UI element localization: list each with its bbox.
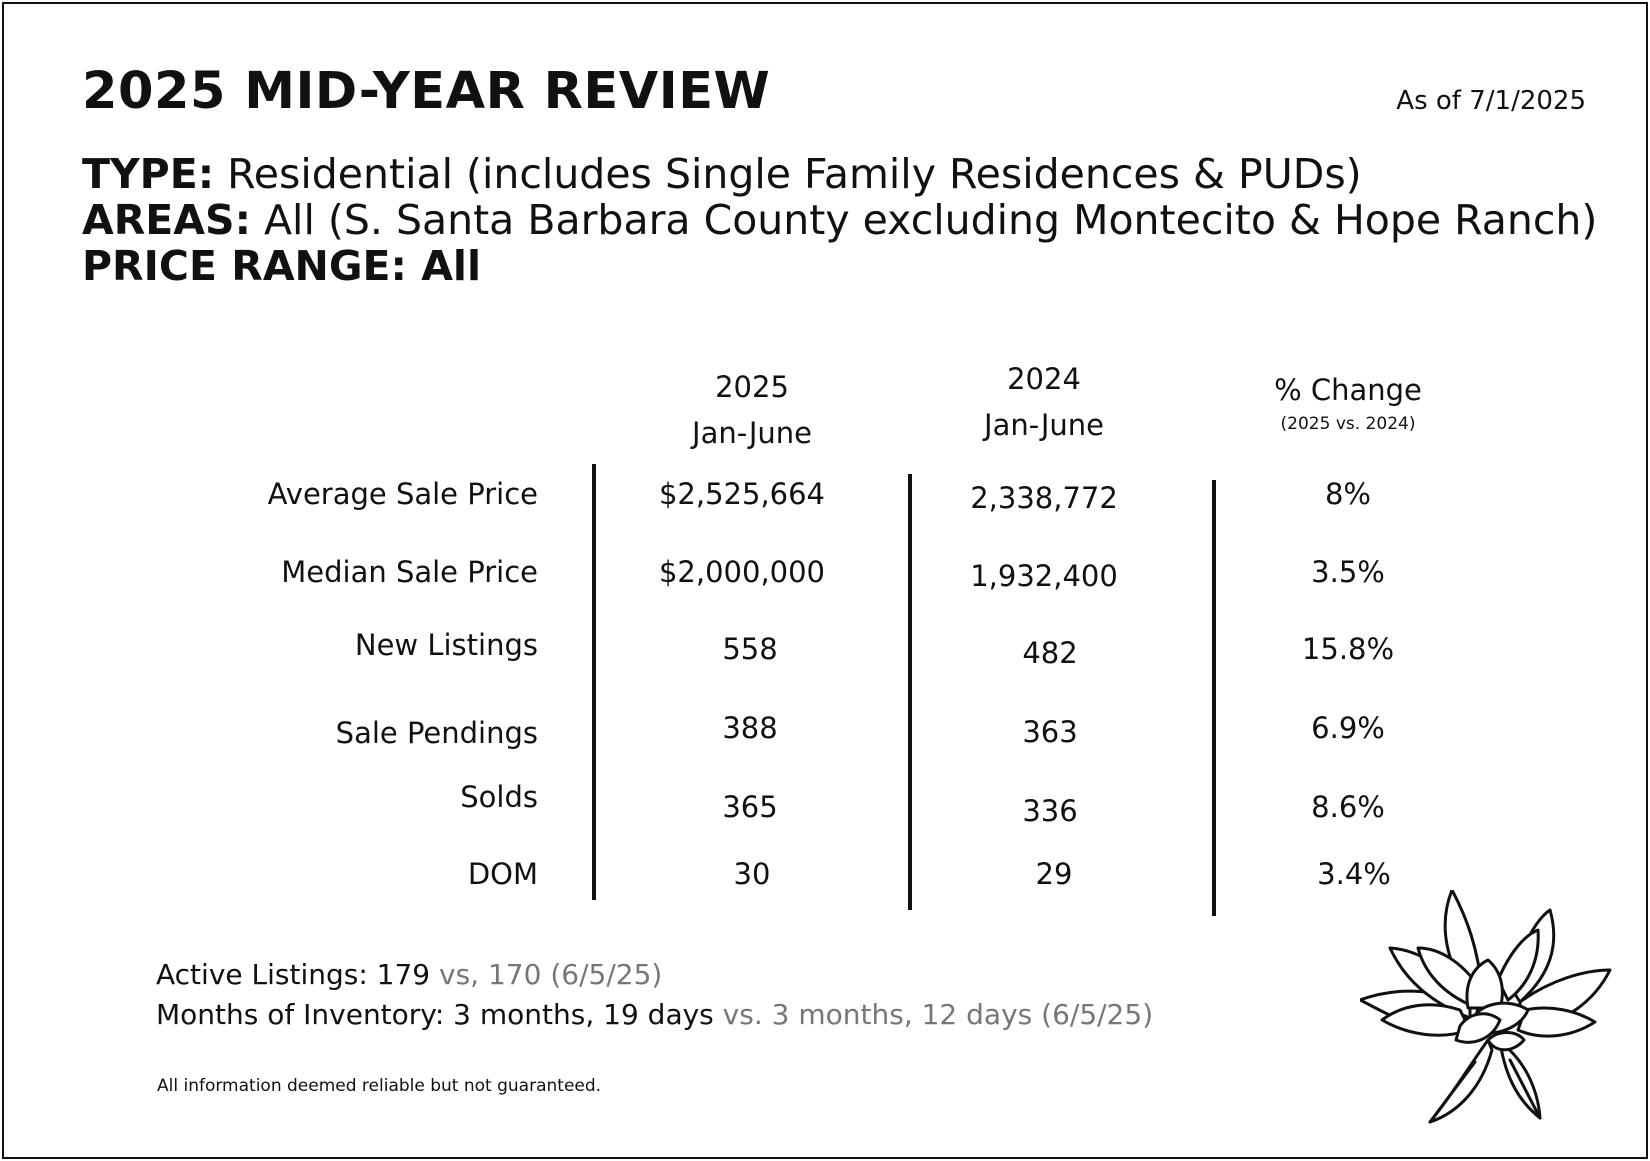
page-title: 2025 MID-YEAR REVIEW: [82, 62, 771, 121]
cell-2024-average-sale-price: 2,338,772: [970, 481, 1118, 515]
row-label-dom: DOM: [467, 857, 538, 891]
price-range-line: PRICE RANGE: All: [82, 242, 481, 290]
months-of-inventory-compare: vs. 3 months, 12 days (6/5/25): [713, 998, 1154, 1031]
cell-change-average-sale-price: 8%: [1324, 477, 1371, 511]
header-2024: 2024 Jan-June: [924, 356, 1164, 448]
active-listings-line: Active Listings: 179 vs, 170 (6/5/25): [156, 958, 662, 991]
cell-change-new-listings: 15.8%: [1301, 632, 1395, 666]
cell-2025-median-sale-price: $2,000,000: [658, 555, 826, 589]
type-line: TYPE: Residential (includes Single Famil…: [82, 150, 1362, 198]
as-of-date: As of 7/1/2025: [1396, 86, 1586, 116]
cell-2024-new-listings: 482: [1022, 636, 1078, 670]
row-label-sale-pendings: Sale Pendings: [335, 716, 538, 750]
header-2024-period: Jan-June: [984, 408, 1104, 442]
header-change-sub: (2025 vs. 2024): [1280, 414, 1416, 434]
months-of-inventory-label: Months of Inventory: 3 months, 19 days: [156, 998, 714, 1031]
type-value: Residential (includes Single Family Resi…: [214, 150, 1362, 198]
cell-change-median-sale-price: 3.5%: [1311, 555, 1385, 589]
areas-line: AREAS: All (S. Santa Barbara County excl…: [82, 196, 1597, 244]
cell-change-solds: 8.6%: [1311, 790, 1385, 824]
price-range-label: PRICE RANGE:: [82, 242, 407, 290]
active-listings-label: Active Listings: 179: [156, 958, 431, 991]
cell-change-dom: 3.4%: [1317, 857, 1391, 891]
cell-2025-solds: 365: [722, 790, 778, 824]
cell-2024-median-sale-price: 1,932,400: [970, 559, 1118, 593]
cell-change-sale-pendings: 6.9%: [1311, 711, 1385, 745]
divider-3: [1212, 480, 1216, 916]
cell-2025-dom: 30: [733, 857, 771, 891]
areas-label: AREAS:: [82, 196, 251, 244]
row-label-solds: Solds: [460, 780, 538, 814]
magnolia-flower-icon: [1360, 890, 1612, 1124]
areas-value: All (S. Santa Barbara County excluding M…: [250, 196, 1598, 244]
cell-2025-average-sale-price: $2,525,664: [658, 477, 826, 511]
header-2025: 2025 Jan-June: [632, 364, 872, 456]
header-2025-year: 2025: [715, 370, 789, 404]
cell-2024-sale-pendings: 363: [1022, 715, 1078, 749]
months-of-inventory-line: Months of Inventory: 3 months, 19 days v…: [156, 998, 1153, 1031]
header-2024-year: 2024: [1007, 362, 1081, 396]
divider-2: [908, 474, 912, 910]
cell-2025-sale-pendings: 388: [722, 711, 778, 745]
cell-2024-solds: 336: [1022, 794, 1078, 828]
disclaimer: All information deemed reliable but not …: [157, 1076, 602, 1096]
header-2025-period: Jan-June: [692, 416, 812, 450]
cell-2025-new-listings: 558: [722, 632, 778, 666]
type-label: TYPE:: [82, 150, 215, 198]
header-change: % Change: [1274, 373, 1422, 407]
divider-1: [592, 464, 596, 900]
row-label-new-listings: New Listings: [354, 628, 538, 662]
price-range-value: All: [406, 242, 482, 290]
row-label-median-sale-price: Median Sale Price: [281, 555, 538, 589]
active-listings-compare: vs, 170 (6/5/25): [430, 958, 663, 991]
cell-2024-dom: 29: [1035, 857, 1073, 891]
row-label-average-sale-price: Average Sale Price: [267, 477, 538, 511]
